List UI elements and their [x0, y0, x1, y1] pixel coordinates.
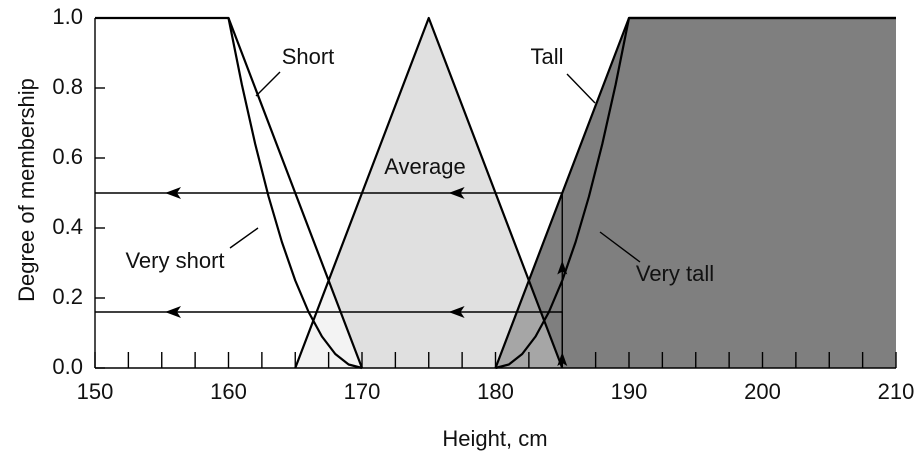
series-line	[495, 16, 896, 370]
arrow-head	[448, 187, 465, 199]
arrow-head	[557, 352, 568, 366]
series-line	[294, 16, 564, 369]
series-label: Average	[384, 154, 466, 179]
series-line	[227, 17, 363, 370]
arrow-head	[448, 306, 465, 318]
y-tick-label: 0.2	[52, 284, 83, 309]
leader-line	[229, 227, 259, 249]
leader-line	[255, 71, 281, 97]
series-label: Very tall	[636, 261, 714, 286]
series-label: Very short	[125, 248, 224, 273]
y-axis-label: Degree of membership	[14, 78, 39, 302]
series-label: Short	[282, 44, 335, 69]
y-tick-label: 0.0	[52, 354, 83, 379]
x-tick-label: 210	[878, 379, 915, 404]
x-tick-label: 190	[611, 379, 648, 404]
x-tick-label: 150	[77, 379, 114, 404]
series-label: Tall	[530, 44, 563, 69]
y-tick-label: 0.4	[52, 214, 83, 239]
leader-line	[599, 231, 641, 263]
x-axis-label: Height, cm	[442, 426, 547, 451]
x-tick-label: 170	[344, 379, 381, 404]
y-tick-label: 0.8	[52, 74, 83, 99]
x-tick-label: 160	[210, 379, 247, 404]
x-tick-label: 200	[744, 379, 781, 404]
y-tick-label: 1.0	[52, 4, 83, 29]
arrow-head	[557, 260, 568, 275]
leader-line	[566, 73, 596, 104]
x-tick-label: 180	[477, 379, 514, 404]
y-tick-label: 0.6	[52, 144, 83, 169]
arrow-head	[165, 306, 181, 318]
arrow-head	[165, 187, 181, 199]
